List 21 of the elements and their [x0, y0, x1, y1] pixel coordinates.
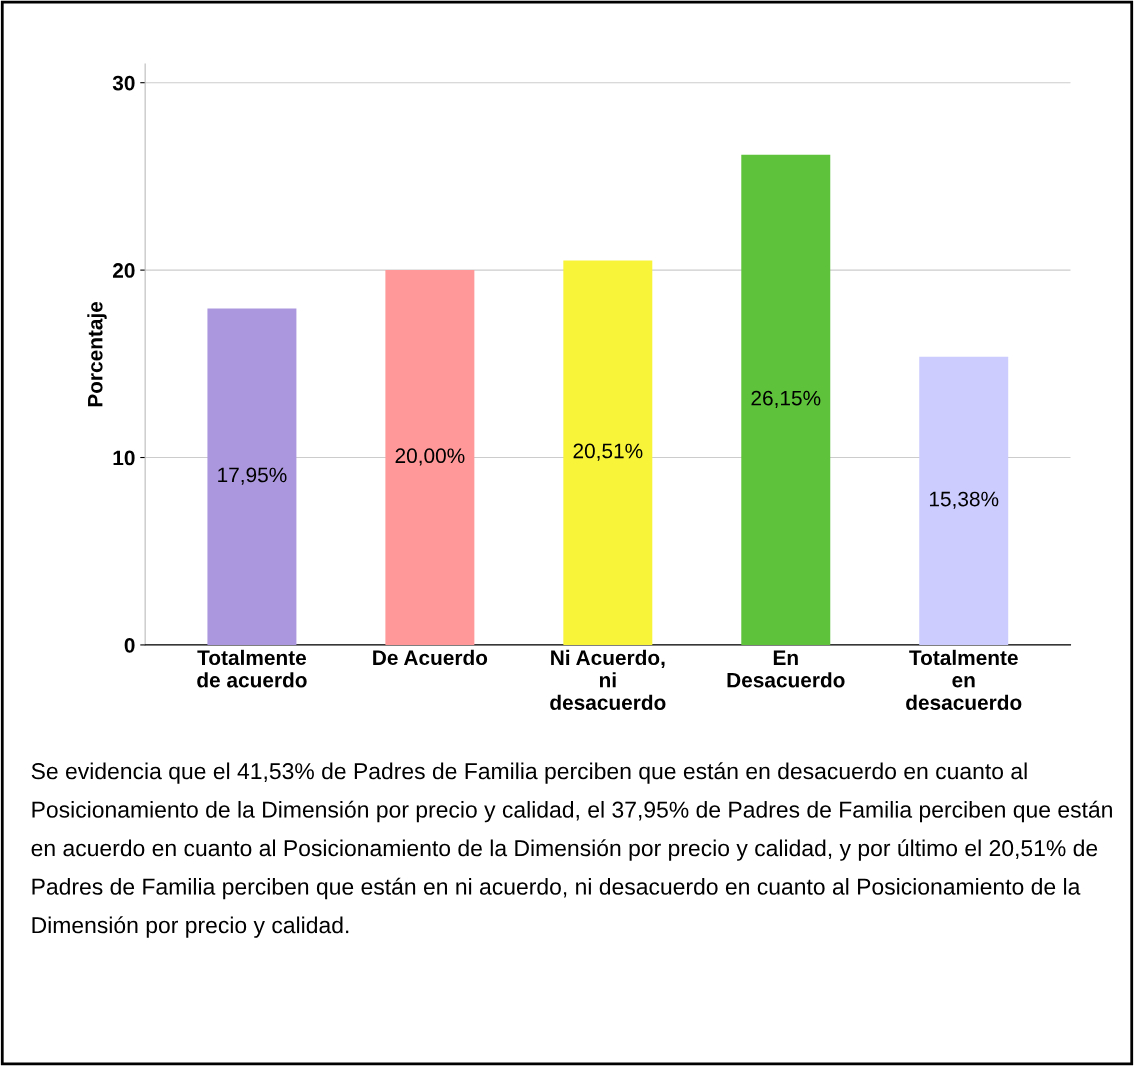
data-label: 20,51%	[573, 443, 643, 461]
x-tick-label: Ni Acuerdo, ni desacuerdo	[550, 649, 666, 710]
data-label: 17,95%	[218, 467, 287, 485]
data-label: 26,15%	[751, 390, 821, 408]
y-axis-title: Porcentaje	[87, 301, 107, 407]
y-tick-label: 10	[113, 450, 135, 466]
y-tick-label: 20	[112, 263, 135, 278]
x-tick-label: Totalmente en desacuerdo	[906, 649, 1022, 710]
bar	[563, 260, 653, 645]
y-tick-label: 0	[124, 637, 135, 653]
bar	[741, 154, 831, 645]
x-tick-label: De Acuerdo	[373, 649, 488, 666]
bar	[385, 270, 475, 645]
data-label: 15,38%	[929, 491, 999, 509]
text: Se evidencia que el 41,53% de Padres de Familia perciben que están en desacuerdo en cuanto al Posicionamiento de la Dimensión por precio y calidad, el 37,95% de Padres de Familia perciben que están en acuerdo en cuanto al Posicionamiento de la Dimensión por precio y calidad, y por último el 20,51% de Padres de Familia perciben que están en ni acuerdo, ni desacuerdo en cuanto al Posicionamiento de la Dimensión por precio y calidad.	[31, 762, 1112, 938]
data-label: 20,00%	[395, 448, 465, 466]
bar	[919, 356, 1009, 645]
x-tick-label: En Desacuerdo	[727, 650, 845, 688]
bar	[207, 308, 297, 645]
y-tick-label: 30	[112, 75, 135, 91]
x-tick-label: Totalmente de acuerdo	[197, 649, 307, 688]
